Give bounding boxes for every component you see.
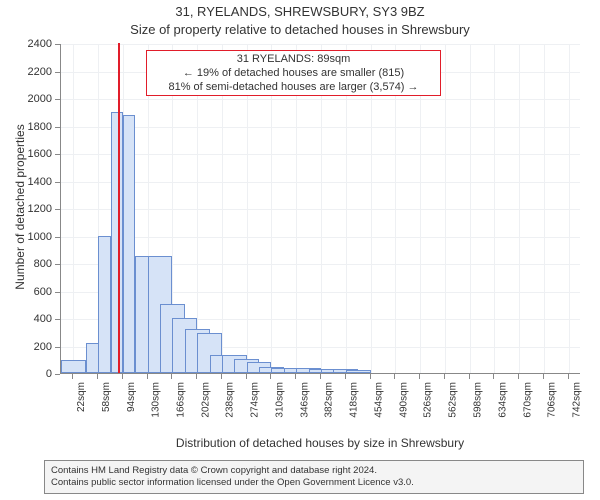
x-tick-label: 742sqm <box>572 382 583 418</box>
x-tick-label: 130sqm <box>151 382 162 418</box>
y-tick-label: 2200 <box>12 66 52 78</box>
histogram-bar <box>123 115 135 374</box>
x-tick-mark <box>171 374 172 379</box>
x-tick-mark <box>221 374 222 379</box>
x-tick-label: 22sqm <box>76 382 87 412</box>
x-tick-mark <box>543 374 544 379</box>
x-tick-label: 238sqm <box>225 382 236 418</box>
histogram-bar <box>98 236 110 374</box>
x-tick-mark <box>394 374 395 379</box>
x-tick-label: 526sqm <box>423 382 434 418</box>
x-tick-mark <box>444 374 445 379</box>
super-title: 31, RYELANDS, SHREWSBURY, SY3 9BZ <box>0 4 600 19</box>
y-tick-label: 1400 <box>12 176 52 188</box>
x-tick-mark <box>320 374 321 379</box>
x-tick-mark <box>122 374 123 379</box>
plot-outer: 31 RYELANDS: 89sqm← 19% of detached hous… <box>60 44 580 420</box>
annotation-line-3: 81% of semi-detached houses are larger (… <box>151 81 436 95</box>
sub-title: Size of property relative to detached ho… <box>0 22 600 37</box>
y-tick-label: 0 <box>12 368 52 380</box>
x-tick-label: 418sqm <box>349 382 360 418</box>
gridline-v <box>494 44 495 373</box>
histogram-bar <box>61 360 86 373</box>
x-tick-mark <box>97 374 98 379</box>
histogram-bar <box>111 112 123 373</box>
x-tick-label: 634sqm <box>497 382 508 418</box>
x-tick-mark <box>246 374 247 379</box>
page-root: 31, RYELANDS, SHREWSBURY, SY3 9BZ Size o… <box>0 0 600 500</box>
x-tick-label: 58sqm <box>101 382 112 412</box>
y-tick-label: 1000 <box>12 231 52 243</box>
gridline-v <box>73 44 74 373</box>
y-tick-label: 2000 <box>12 93 52 105</box>
x-tick-mark <box>196 374 197 379</box>
x-tick-mark <box>72 374 73 379</box>
x-tick-mark <box>295 374 296 379</box>
annotation-line-1: 31 RYELANDS: 89sqm <box>151 53 436 67</box>
x-tick-label: 274sqm <box>250 382 261 418</box>
x-tick-label: 202sqm <box>200 382 211 418</box>
footer-attribution: Contains HM Land Registry data © Crown c… <box>44 460 584 494</box>
gridline-v <box>470 44 471 373</box>
gridline-v <box>544 44 545 373</box>
x-tick-label: 382sqm <box>324 382 335 418</box>
x-tick-mark <box>469 374 470 379</box>
annotation-box: 31 RYELANDS: 89sqm← 19% of detached hous… <box>146 50 441 96</box>
x-tick-mark <box>370 374 371 379</box>
y-tick-label: 1200 <box>12 203 52 215</box>
x-tick-label: 670sqm <box>522 382 533 418</box>
x-tick-label: 562sqm <box>448 382 459 418</box>
footer-line-1: Contains HM Land Registry data © Crown c… <box>51 465 577 477</box>
gridline-v <box>519 44 520 373</box>
y-tick-label: 1600 <box>12 148 52 160</box>
x-tick-label: 94sqm <box>126 382 137 412</box>
x-tick-mark <box>568 374 569 379</box>
y-tick-label: 2400 <box>12 38 52 50</box>
x-tick-label: 598sqm <box>473 382 484 418</box>
histogram-bar <box>346 370 371 373</box>
x-tick-label: 310sqm <box>274 382 285 418</box>
x-tick-mark <box>518 374 519 379</box>
x-tick-mark <box>493 374 494 379</box>
gridline-v <box>569 44 570 373</box>
y-tick-label: 200 <box>12 341 52 353</box>
x-tick-mark <box>345 374 346 379</box>
x-tick-mark <box>147 374 148 379</box>
x-tick-label: 490sqm <box>398 382 409 418</box>
x-axis-label: Distribution of detached houses by size … <box>60 436 580 450</box>
gridline-v <box>445 44 446 373</box>
annotation-line-2: ← 19% of detached houses are smaller (81… <box>151 67 436 81</box>
y-tick-label: 1800 <box>12 121 52 133</box>
footer-line-2: Contains public sector information licen… <box>51 477 577 489</box>
x-tick-label: 706sqm <box>547 382 558 418</box>
reference-marker-line <box>118 43 120 373</box>
x-tick-mark <box>419 374 420 379</box>
x-tick-label: 166sqm <box>175 382 186 418</box>
x-tick-mark <box>270 374 271 379</box>
y-tick-label: 400 <box>12 313 52 325</box>
plot-area: 31 RYELANDS: 89sqm← 19% of detached hous… <box>60 44 580 374</box>
x-tick-label: 346sqm <box>299 382 310 418</box>
x-tick-label: 454sqm <box>374 382 385 418</box>
y-tick-label: 600 <box>12 286 52 298</box>
y-tick-label: 800 <box>12 258 52 270</box>
